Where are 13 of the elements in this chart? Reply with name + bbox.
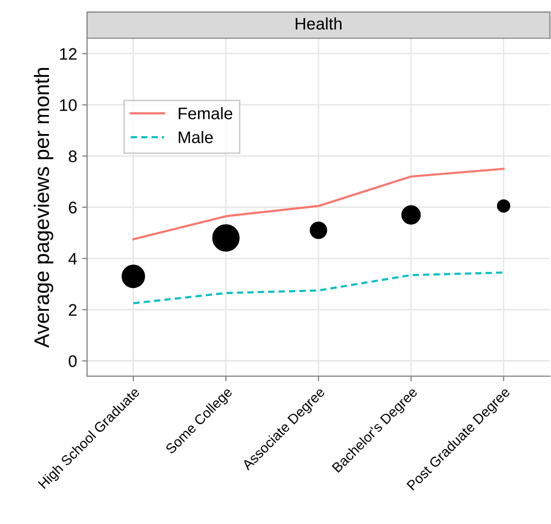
y-tick-label: 8 (68, 150, 77, 162)
y-axis-title: Average pageviews per month (34, 68, 54, 348)
y-tick-label: 2 (68, 304, 76, 316)
chart-title: Health (296, 17, 342, 30)
line-series (132, 168, 505, 240)
y-tick-label: 10 (60, 99, 77, 112)
y-tick-label: 4 (68, 253, 77, 264)
legend-label: Female (178, 107, 232, 120)
line-series (132, 271, 505, 304)
y-tick-label: 6 (68, 202, 77, 214)
y-tick-label: 12 (60, 48, 76, 60)
y-tick-label: 0 (68, 355, 77, 368)
legend-label: Male (178, 130, 213, 144)
